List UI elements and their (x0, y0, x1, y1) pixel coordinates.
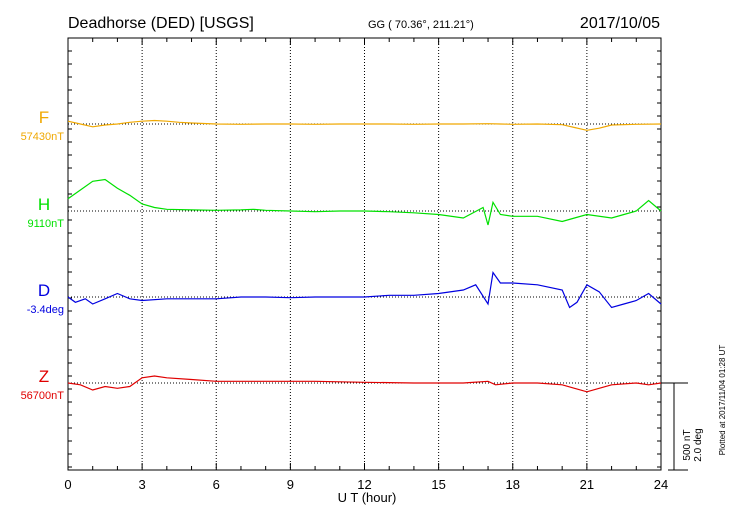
series-name-f: F (39, 108, 49, 127)
scale-bar: 500 nT 2.0 deg (661, 382, 704, 471)
x-tick-label: 6 (213, 477, 220, 492)
series-name-h: H (38, 195, 50, 214)
x-tick-label: 12 (357, 477, 371, 492)
scale-bar-deg-label: 2.0 deg (693, 428, 704, 461)
x-axis-label: U T (hour) (338, 490, 397, 505)
trace-d (67, 270, 662, 309)
series-baseline-value-f: 57430nT (21, 131, 65, 143)
axis-ticks (67, 38, 662, 470)
scale-bar-nt-label: 500 nT (682, 429, 693, 460)
station-coordinates: GG ( 70.36°, 211.21°) (368, 19, 474, 31)
plotted-timestamp: Plotted at 2017/11/04 01:28 UT (718, 345, 727, 456)
x-tick-label: 3 (139, 477, 146, 492)
series-name-d: D (38, 281, 50, 300)
trace-f (67, 119, 662, 131)
trace-z (67, 375, 662, 393)
x-tick-label: 15 (431, 477, 445, 492)
series-name-z: Z (39, 367, 49, 386)
x-tick-label: 0 (64, 477, 71, 492)
series-baseline-value-d: -3.4deg (27, 304, 64, 316)
data-traces (67, 119, 662, 393)
series-labels: F 57430nT H 9110nT D -3.4deg Z 56700nT (21, 108, 65, 402)
series-baseline-value-h: 9110nT (28, 218, 65, 230)
x-tick-label: 24 (654, 477, 668, 492)
trace-h (67, 178, 662, 226)
date-label: 2017/10/05 (580, 15, 660, 32)
x-tick-label: 21 (580, 477, 594, 492)
x-tick-label: 9 (287, 477, 294, 492)
series-baseline-value-z: 56700nT (21, 390, 65, 402)
x-tick-label: 18 (506, 477, 520, 492)
vertical-gridlines (141, 38, 588, 470)
x-tick-labels: 0 3 6 9 12 15 18 21 24 (64, 477, 668, 492)
station-title: Deadhorse (DED) [USGS] (68, 15, 254, 32)
